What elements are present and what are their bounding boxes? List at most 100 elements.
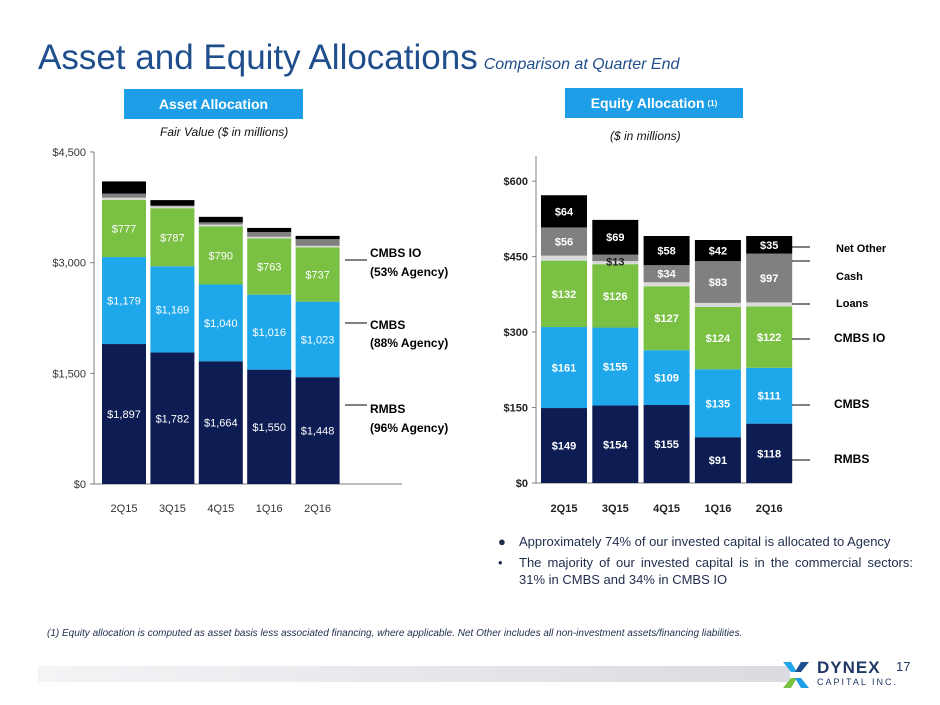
data-label: $69 <box>606 232 624 244</box>
data-label: $154 <box>603 439 628 451</box>
title-main: Asset and Equity Allocations <box>38 38 478 77</box>
dynex-logo: DYNEX CAPITAL INC. <box>781 658 899 690</box>
bullet-text: Approximately 74% of our invested capita… <box>519 534 891 549</box>
legend-label: CMBS IO <box>834 331 885 345</box>
data-label: $111 <box>758 391 781 403</box>
y-tick-label: $0 <box>516 478 528 490</box>
data-label: $787 <box>160 232 184 244</box>
bar-segment-cmbs <box>541 327 587 409</box>
x-tick-label: 1Q16 <box>256 503 283 515</box>
data-label: $763 <box>257 262 281 274</box>
data-label: $35 <box>760 240 778 252</box>
y-tick-label: $0 <box>74 479 86 491</box>
bar-segment-loans <box>592 261 639 265</box>
x-tick-label: 1Q16 <box>704 503 731 515</box>
bar-segment-rmbs <box>541 408 587 483</box>
page-title: Asset and Equity Allocations Comparison a… <box>38 38 679 78</box>
bar-segment-cmbs-io <box>295 247 340 302</box>
data-label: $155 <box>603 362 627 374</box>
x-tick-label: 2Q16 <box>304 503 331 515</box>
bar-segment-loans <box>295 245 340 248</box>
bar-segment-cmbs-io <box>150 208 195 267</box>
bar-segment-cmbs <box>102 257 146 345</box>
bar-segment-other-gray- <box>150 205 195 207</box>
data-label: $1,782 <box>156 413 190 425</box>
legend-label: Cash <box>836 271 863 283</box>
bar-segment-rmbs <box>198 361 243 484</box>
logo-name: DYNEX <box>817 658 881 677</box>
y-tick-label: $600 <box>504 176 528 188</box>
bullet-dot: • <box>498 555 503 570</box>
bar-segment-rmbs <box>746 423 793 483</box>
asset-allocation-chart: $0 $1,500 $3,000 $4,500 $1,897 $1,179 $777 2Q15… <box>52 147 448 515</box>
bar-segment-loans <box>198 224 243 227</box>
bar-segment-other-black- <box>247 227 292 232</box>
data-label: $42 <box>709 246 727 258</box>
bar-segment-loans <box>150 206 195 209</box>
legend-label: RMBS <box>834 452 869 466</box>
data-label: $56 <box>555 237 573 249</box>
bar-segment-other-black- <box>150 200 195 206</box>
bar-segment-cmbs-io <box>198 226 243 285</box>
bar-segment-cmbs-io <box>247 238 292 295</box>
y-tick-label: $1,500 <box>52 368 86 380</box>
data-label: $1,448 <box>301 426 335 438</box>
data-label: $83 <box>709 277 727 289</box>
bar-segment-cmbs-io <box>694 306 741 370</box>
x-tick-label: 2Q15 <box>111 503 138 515</box>
data-label: $1,040 <box>204 318 238 330</box>
bullet-item: ● Approximately 74% of our invested capi… <box>498 533 913 550</box>
bar-segment-cmbs <box>295 301 340 378</box>
data-label: $64 <box>555 206 574 218</box>
data-label: $126 <box>603 291 627 303</box>
annotation-label: CMBS <box>370 318 405 332</box>
bar-segment-loans <box>694 302 741 307</box>
data-label: $1,550 <box>252 422 286 434</box>
bar-segment-other-black- <box>102 181 146 194</box>
bullet-dot: ● <box>498 534 506 549</box>
bar-segment-cmbs <box>694 369 741 438</box>
logo-subtitle: CAPITAL INC. <box>817 677 899 687</box>
bar-segment-cash <box>541 227 587 256</box>
data-label: $97 <box>760 273 778 285</box>
bar-segment-net-other <box>643 235 690 266</box>
bar-segment-cash <box>643 265 690 283</box>
bar-segment-net-other <box>694 240 741 262</box>
bullet-item: • The majority of our invested capital i… <box>498 554 913 588</box>
bar-segment-cash <box>592 254 639 262</box>
x-tick-label: 2Q16 <box>756 503 783 515</box>
legend-label: Net Other <box>836 243 887 255</box>
data-label: $790 <box>209 250 233 262</box>
bar-segment-net-other <box>541 195 587 228</box>
equity-chart-caption: ($ in millions) <box>610 129 681 143</box>
legend-label: CMBS <box>834 397 869 411</box>
x-tick-label: 4Q15 <box>207 503 234 515</box>
data-label: $777 <box>112 223 136 235</box>
title-subtitle: Comparison at Quarter End <box>483 56 680 73</box>
data-label: $122 <box>757 332 781 344</box>
bar-segment-cmbs <box>150 266 195 353</box>
bar-segment-rmbs <box>694 437 741 483</box>
bar-segment-rmbs <box>150 352 195 484</box>
data-label: $149 <box>552 441 576 453</box>
data-label: $155 <box>654 439 678 451</box>
bar-segment-cmbs <box>198 284 243 362</box>
data-label: $1,179 <box>107 296 141 308</box>
data-label: $161 <box>552 363 576 375</box>
footnote: (1) Equity allocation is computed as ass… <box>47 628 743 639</box>
data-label: $737 <box>305 270 329 282</box>
annotation-label: (88% Agency) <box>370 336 448 350</box>
bar-segment-net-other <box>746 235 793 254</box>
dynex-x-icon <box>783 662 809 688</box>
bar-segment-rmbs <box>247 369 292 484</box>
y-tick-label: $450 <box>504 252 528 264</box>
asset-allocation-header: Asset Allocation <box>124 89 303 119</box>
bar-segment-other-gray- <box>198 222 243 225</box>
equity-allocation-header: Equity Allocation (1) <box>565 88 743 118</box>
bar-segment-cmbs <box>247 294 292 370</box>
x-tick-label: 3Q15 <box>159 503 186 515</box>
bar-segment-cmbs <box>746 367 793 424</box>
asset-allocation-header-label: Asset Allocation <box>158 96 269 112</box>
bar-segment-other-gray- <box>102 193 146 198</box>
bar-segment-rmbs <box>592 405 639 483</box>
